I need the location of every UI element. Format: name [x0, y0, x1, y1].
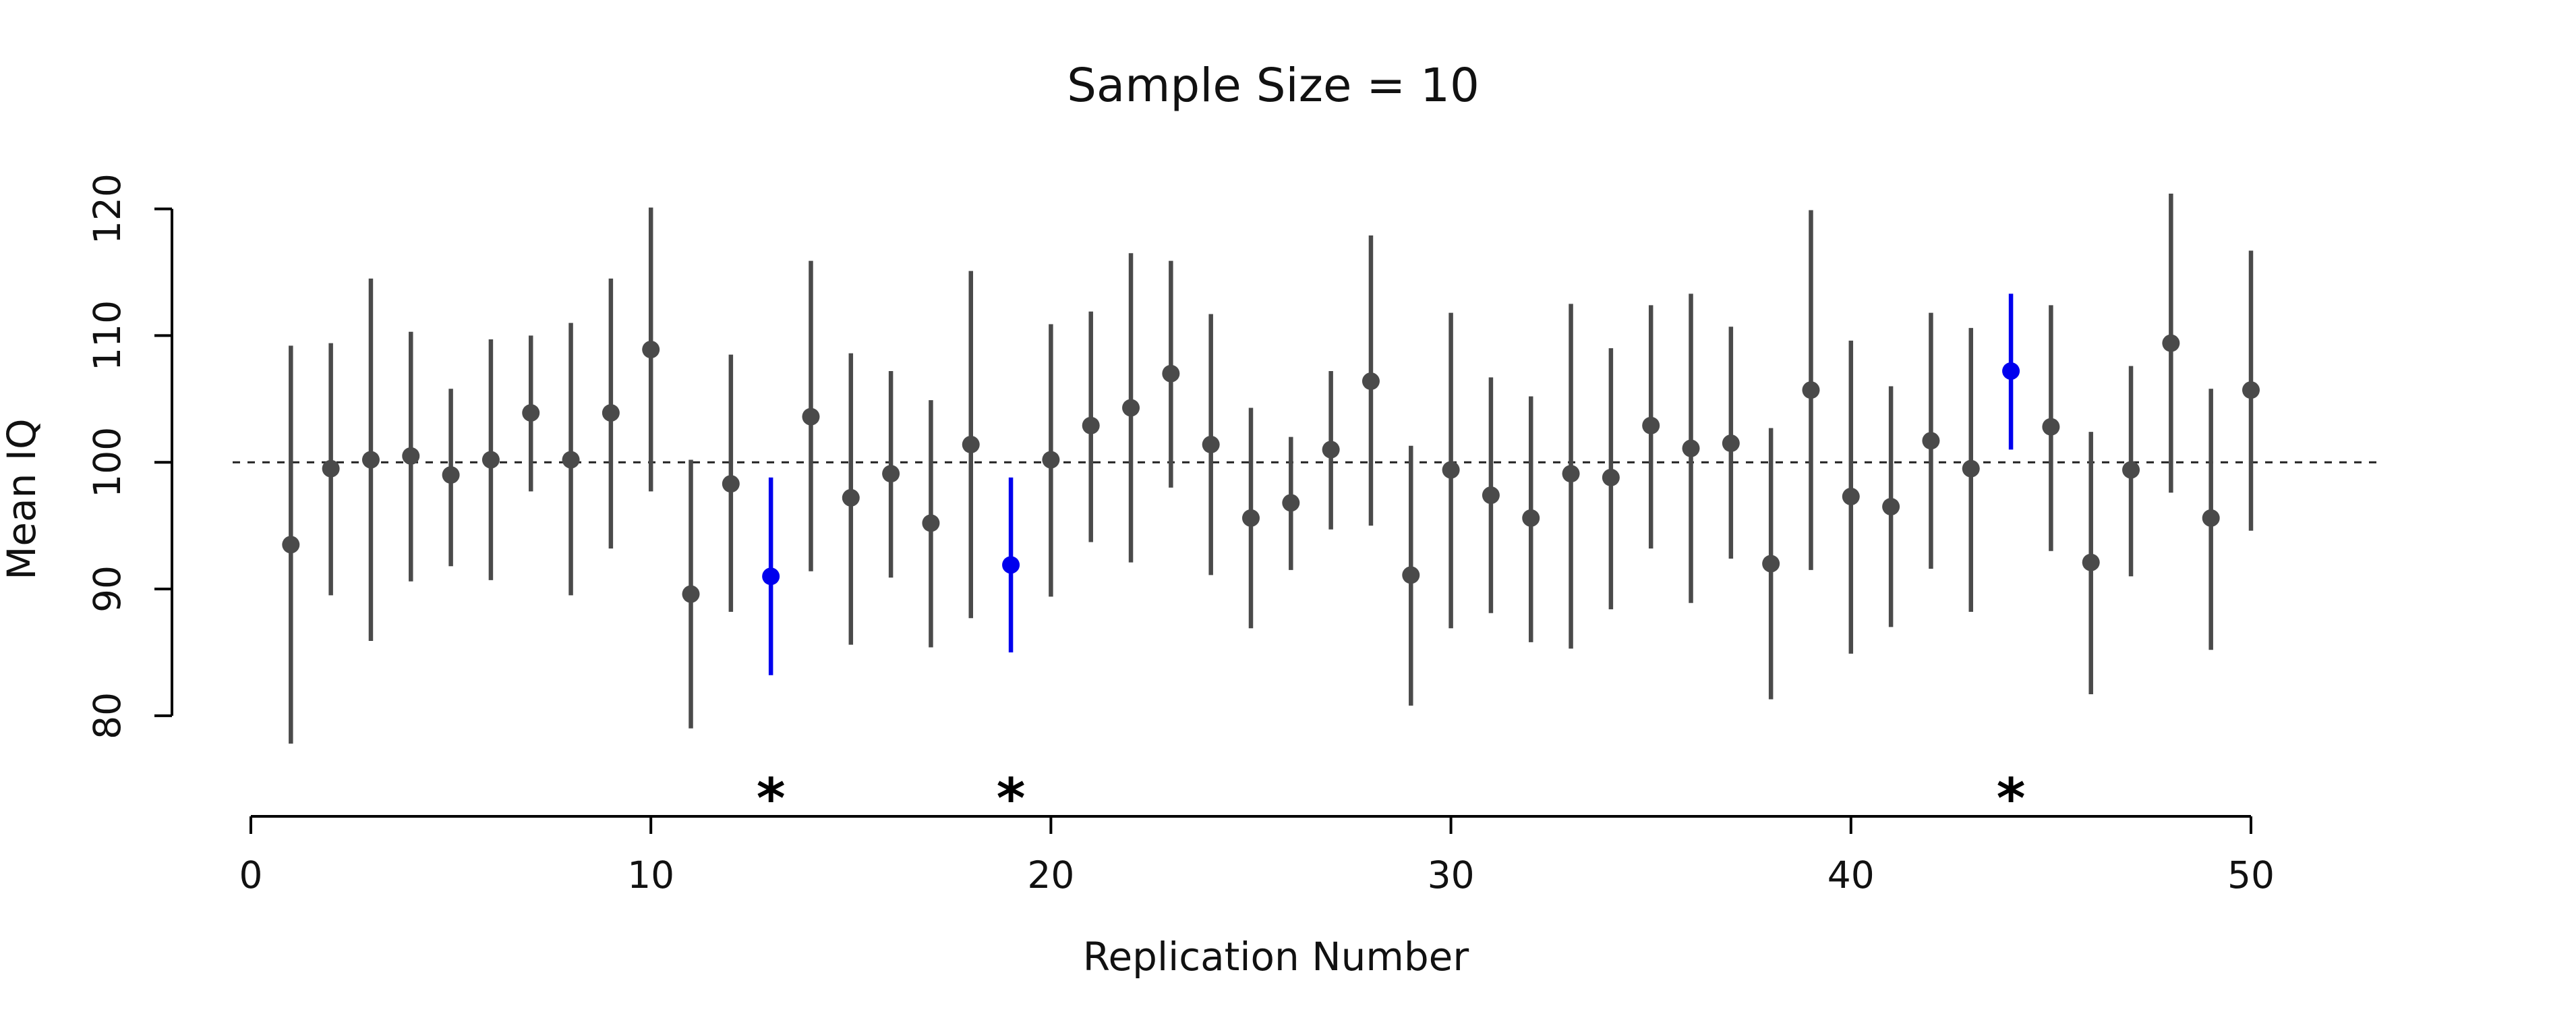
data-point: [2122, 461, 2140, 479]
data-point: [1602, 468, 1620, 486]
data-point: [1242, 509, 1260, 527]
data-point: [1362, 372, 1380, 391]
data-point: [1962, 459, 1980, 478]
data-point: [842, 488, 860, 507]
chart-title: Sample Size = 10: [1067, 59, 1480, 113]
data-point-highlight: [762, 567, 780, 586]
x-ticks: 0 10 20 30 40 50: [239, 816, 2275, 897]
data-point: [802, 407, 820, 426]
data-point: [602, 403, 620, 422]
data-point: [962, 435, 980, 453]
data-point: [1882, 497, 1900, 515]
data-point: [2042, 418, 2060, 436]
data-point: [1082, 416, 1100, 434]
data-point: [1122, 399, 1140, 417]
y-axis-label: Mean IQ: [0, 418, 45, 580]
data-point: [1722, 434, 1740, 453]
data-point: [722, 475, 740, 493]
miss-marker: *: [997, 767, 1026, 831]
y-tick-label: 110: [86, 300, 129, 371]
data-point: [442, 466, 460, 484]
error-bars: [289, 194, 2254, 744]
x-tick-label: 10: [627, 853, 674, 897]
data-point: [361, 451, 380, 469]
x-axis-label: Replication Number: [1083, 934, 1469, 980]
data-point: [2082, 553, 2100, 571]
data-point: [1442, 461, 1460, 479]
data-point: [1762, 555, 1780, 573]
y-tick-label: 80: [86, 692, 129, 739]
data-point: [882, 465, 900, 483]
y-ticks: 80 90 100 110 120: [86, 173, 172, 739]
data-point: [1642, 416, 1660, 434]
y-tick-label: 120: [86, 173, 129, 244]
data-points: [282, 334, 2260, 603]
x-tick-label: 50: [2227, 853, 2275, 897]
data-point: [1842, 487, 1860, 505]
data-point: [1402, 566, 1420, 584]
data-point: [922, 514, 940, 532]
data-point: [1162, 364, 1180, 383]
data-point: [1202, 435, 1220, 453]
data-point: [1682, 439, 1700, 457]
miss-marker: *: [757, 767, 786, 831]
data-point-highlight: [1002, 556, 1020, 574]
data-point: [2202, 509, 2220, 527]
miss-markers: * * *: [757, 767, 2026, 831]
x-tick-label: 40: [1827, 853, 1875, 897]
data-point: [1922, 432, 1940, 450]
data-point: [2162, 334, 2180, 352]
data-point: [282, 536, 300, 554]
data-point: [402, 447, 420, 465]
x-tick-label: 20: [1027, 853, 1074, 897]
data-point: [642, 341, 660, 359]
data-point: [1282, 494, 1300, 512]
data-point: [1522, 509, 1540, 527]
data-point: [522, 403, 540, 422]
data-point: [1562, 465, 1580, 483]
data-point: [1322, 441, 1340, 459]
data-point: [682, 585, 700, 603]
y-tick-label: 100: [86, 427, 129, 498]
x-tick-label: 30: [1428, 853, 1475, 897]
miss-marker: *: [1997, 767, 2026, 831]
x-tick-label: 0: [239, 853, 263, 897]
data-point: [322, 459, 340, 478]
data-point: [2242, 381, 2260, 399]
data-point: [562, 451, 580, 469]
y-tick-label: 90: [86, 565, 129, 613]
data-point: [1482, 486, 1500, 505]
data-point: [481, 451, 500, 469]
data-point: [1042, 451, 1060, 469]
data-point-highlight: [2002, 362, 2020, 380]
data-point: [1802, 381, 1820, 399]
